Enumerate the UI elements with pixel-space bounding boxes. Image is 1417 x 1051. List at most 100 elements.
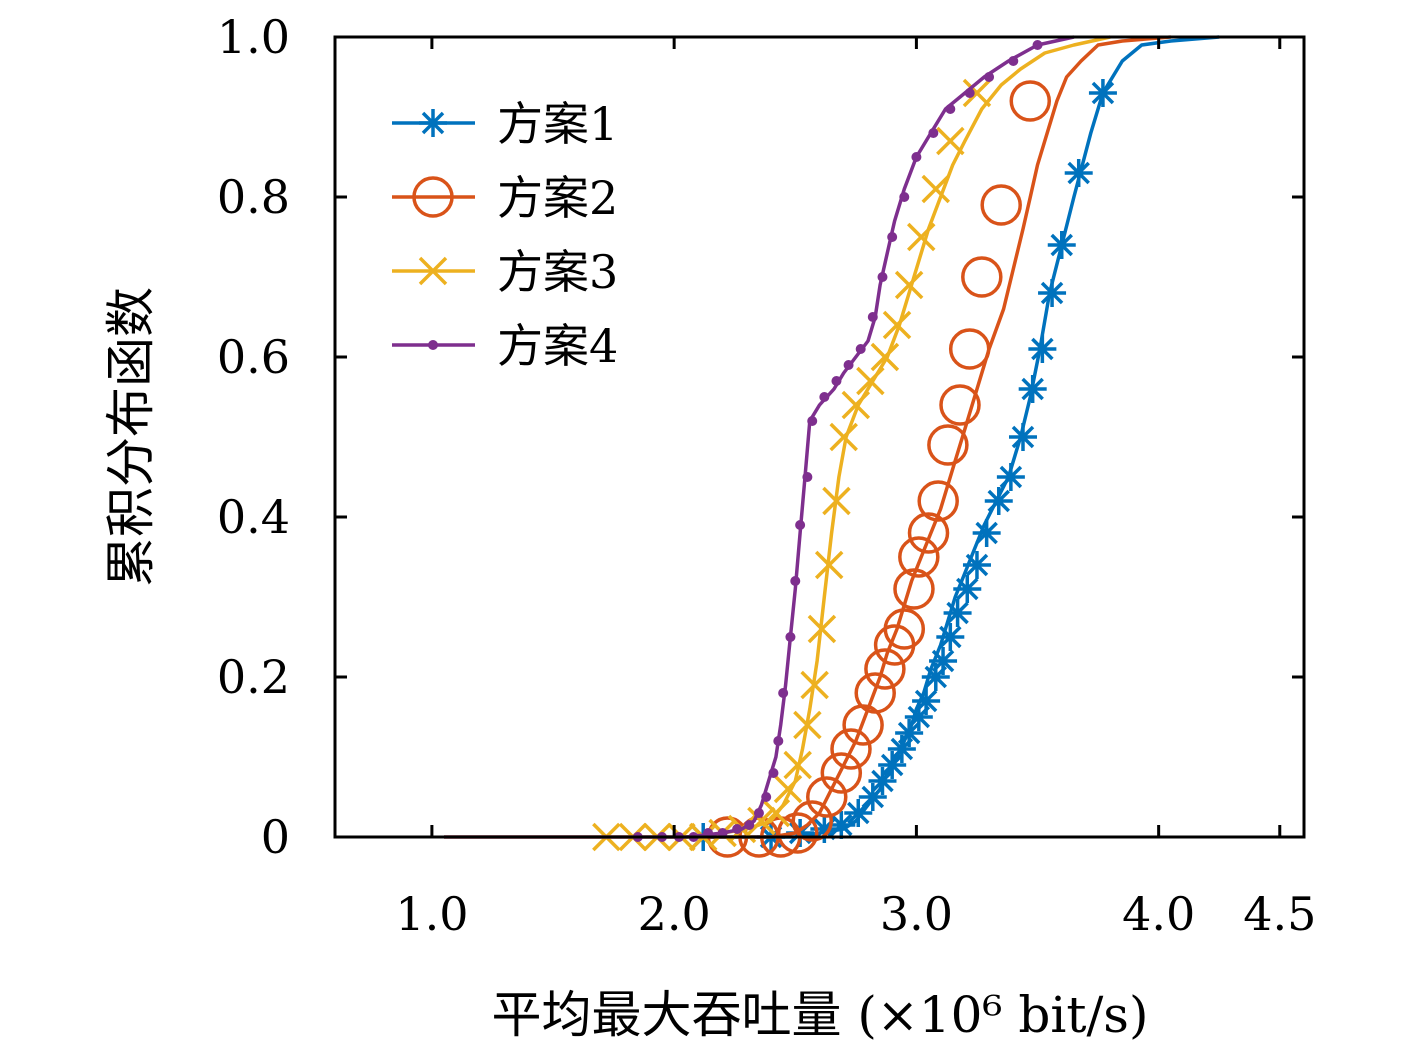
plot-frame — [333, 35, 1306, 839]
data-point — [939, 384, 981, 426]
legend-label: 方案3 — [497, 245, 618, 299]
data-point — [768, 768, 779, 778]
data-point — [795, 520, 806, 530]
data-point — [802, 472, 813, 482]
y-tick-label: 0.2 — [217, 650, 290, 704]
data-point — [785, 632, 796, 642]
ticks-layer: 1.0 2.0 3.0 4.0 4.5 0 0.2 0.4 0.6 0.8 1.0 — [217, 10, 1317, 941]
data-point — [962, 78, 992, 108]
data-point — [820, 752, 863, 794]
data-point — [418, 256, 448, 286]
data-point — [961, 256, 1003, 298]
series-line — [686, 35, 1220, 839]
data-point — [878, 751, 907, 779]
data-point — [1038, 279, 1067, 307]
data-point — [810, 815, 839, 843]
series-layer — [444, 35, 1220, 858]
data-point — [1088, 79, 1117, 107]
data-point — [814, 550, 844, 580]
data-point — [894, 270, 924, 300]
series-line — [710, 35, 1171, 839]
series-1 — [686, 35, 1220, 851]
data-point — [984, 72, 995, 82]
data-point — [773, 736, 784, 746]
data-point — [1028, 335, 1057, 363]
data-point — [1009, 80, 1052, 122]
x-tick-label: 1.0 — [395, 887, 468, 941]
data-point — [753, 808, 764, 818]
data-point — [929, 647, 958, 675]
data-point — [830, 728, 872, 770]
data-point — [964, 88, 975, 98]
data-point — [907, 222, 936, 252]
data-point — [887, 232, 898, 242]
data-point — [870, 342, 900, 372]
data-point — [928, 128, 939, 138]
legend-entry: 方案4 — [392, 319, 618, 373]
data-point — [855, 344, 866, 354]
data-point — [858, 783, 887, 811]
data-point — [843, 360, 854, 370]
data-point — [962, 551, 991, 579]
data-point — [996, 463, 1025, 491]
legend-label: 方案4 — [497, 319, 618, 373]
data-point — [761, 798, 791, 828]
x-tick-label: 2.0 — [638, 887, 711, 941]
data-point — [829, 422, 858, 452]
x-tick-label: 3.0 — [880, 887, 953, 941]
data-point — [844, 799, 873, 827]
data-point — [953, 575, 982, 603]
data-point — [895, 719, 924, 747]
data-point — [747, 806, 776, 836]
data-point — [778, 688, 789, 698]
data-point — [927, 424, 969, 466]
data-point — [945, 104, 956, 114]
data-point — [793, 710, 822, 740]
data-point — [831, 376, 842, 386]
y-tick-label: 0 — [261, 810, 290, 864]
data-point — [898, 536, 940, 578]
data-point — [972, 519, 1001, 547]
data-point — [783, 750, 812, 780]
data-point — [917, 480, 959, 522]
data-point — [882, 310, 912, 340]
legend-entry: 方案3 — [392, 245, 618, 299]
data-point — [936, 623, 965, 651]
data-point — [856, 366, 885, 396]
legend-entry: 方案1 — [392, 97, 618, 151]
series-3 — [444, 35, 1111, 852]
data-point — [921, 663, 950, 691]
x-axis-title: 平均最大吞吐量 (×10⁶ bit/s) — [492, 986, 1149, 1044]
data-point — [806, 776, 848, 818]
data-point — [1018, 375, 1047, 403]
series-line — [444, 35, 1075, 839]
data-point — [819, 392, 830, 402]
data-point — [904, 703, 933, 731]
data-point — [412, 176, 454, 218]
x-tick-label: 4.5 — [1243, 887, 1316, 941]
data-point — [899, 192, 910, 202]
data-point — [911, 152, 922, 162]
data-point — [800, 670, 829, 700]
data-point — [744, 820, 755, 830]
data-point — [893, 568, 935, 610]
legend-entry: 方案2 — [392, 171, 618, 225]
data-point — [907, 512, 950, 554]
data-point — [419, 109, 447, 137]
data-point — [1064, 159, 1093, 187]
y-tick-label: 1.0 — [217, 10, 290, 64]
data-point — [822, 486, 851, 516]
data-point — [791, 800, 833, 842]
data-point — [1008, 56, 1019, 66]
data-point — [943, 599, 972, 627]
data-point — [761, 792, 772, 802]
data-point — [864, 648, 906, 690]
data-point — [883, 608, 926, 650]
data-point — [1032, 40, 1043, 50]
data-point — [867, 312, 878, 322]
data-point — [807, 614, 837, 644]
legend-label: 方案1 — [497, 97, 618, 151]
data-point — [732, 824, 743, 834]
data-point — [773, 774, 803, 804]
